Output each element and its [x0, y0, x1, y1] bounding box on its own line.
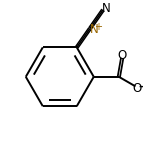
Text: N: N — [102, 2, 111, 15]
Text: -: - — [138, 82, 143, 92]
Text: O: O — [132, 82, 142, 95]
Text: O: O — [118, 49, 127, 62]
Text: N: N — [90, 23, 98, 36]
Text: +: + — [94, 22, 102, 32]
